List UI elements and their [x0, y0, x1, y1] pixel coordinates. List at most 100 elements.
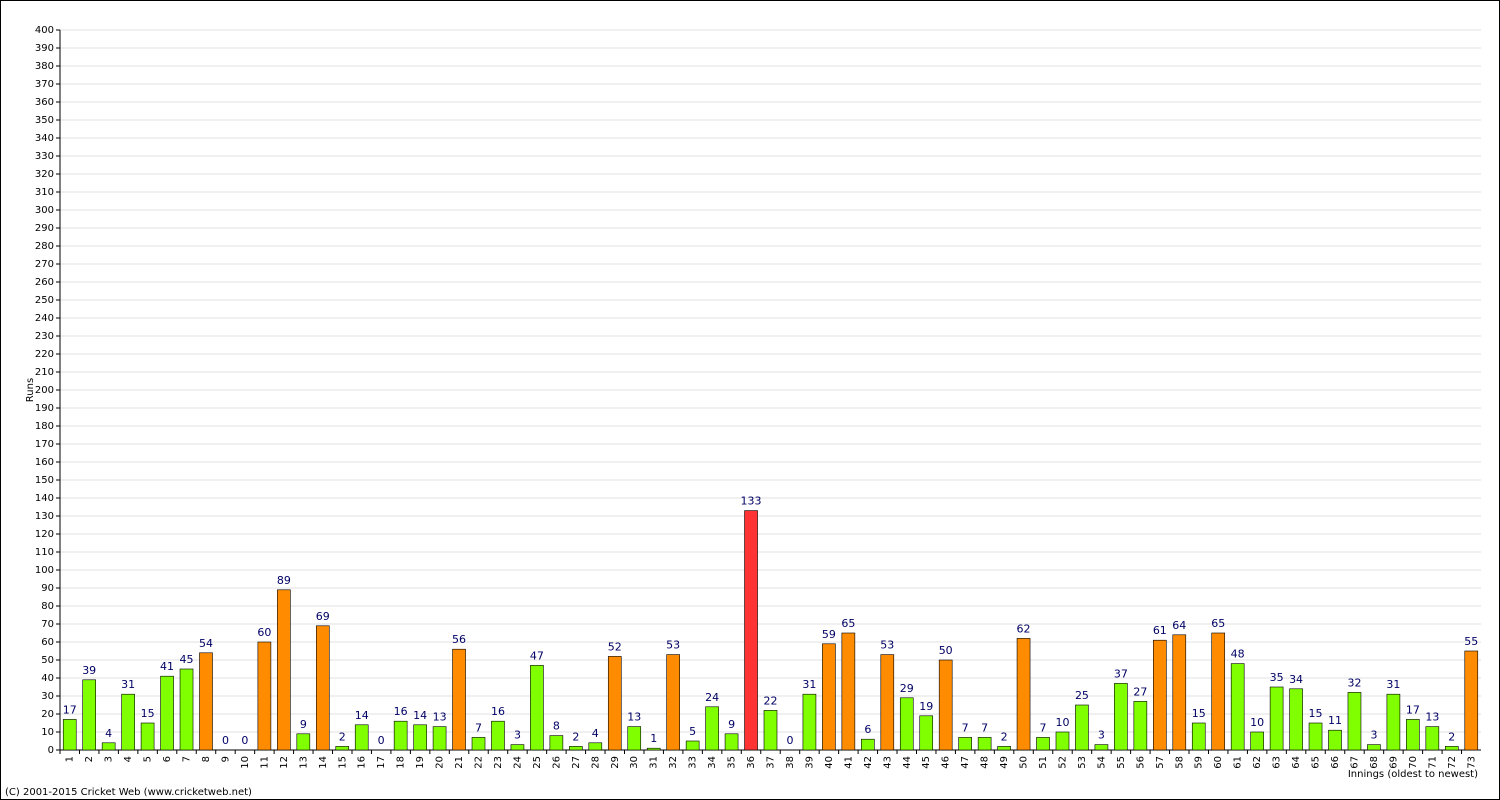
y-tick-label: 120	[35, 529, 54, 540]
x-tick-label: 33	[688, 756, 699, 769]
value-label: 0	[786, 734, 793, 747]
bar	[471, 737, 486, 751]
bar	[82, 679, 96, 751]
y-tick-label: 140	[35, 493, 54, 504]
bar	[393, 720, 408, 751]
bar	[588, 742, 603, 751]
value-label: 65	[1211, 617, 1225, 630]
y-tick-label: 230	[35, 331, 54, 342]
bar	[1406, 719, 1420, 751]
value-label: 7	[475, 721, 482, 734]
x-tick-label: 66	[1330, 756, 1341, 769]
value-label: 56	[452, 633, 466, 646]
value-label: 8	[553, 720, 560, 733]
bar	[1055, 731, 1070, 751]
y-tick-label: 390	[35, 43, 54, 54]
y-tick-label: 170	[35, 439, 54, 450]
value-label: 7	[962, 721, 969, 734]
bar	[354, 724, 369, 751]
value-label: 19	[919, 700, 933, 713]
x-tick-label: 4	[123, 756, 134, 762]
x-tick-label: 22	[474, 756, 485, 769]
x-tick-label: 65	[1311, 756, 1322, 769]
x-tick-label: 54	[1096, 756, 1107, 769]
bar	[938, 659, 953, 751]
bar	[296, 733, 311, 751]
bar	[413, 724, 427, 751]
bar	[802, 693, 817, 751]
value-label: 22	[764, 694, 778, 707]
y-tick-label: 260	[35, 277, 54, 288]
value-label: 10	[1055, 716, 1069, 729]
x-tick-label: 32	[668, 756, 679, 769]
value-label: 31	[1386, 678, 1400, 691]
x-tick-label: 3	[104, 756, 115, 762]
x-tick-label: 20	[435, 756, 446, 769]
value-label: 2	[572, 730, 579, 743]
bar	[919, 715, 934, 751]
value-label: 45	[180, 653, 194, 666]
x-tick-label: 9	[220, 756, 231, 762]
value-label: 15	[141, 707, 155, 720]
bar	[977, 737, 992, 751]
value-label: 3	[1098, 729, 1105, 742]
x-tick-label: 25	[532, 756, 543, 769]
value-label: 16	[491, 705, 505, 718]
value-label: 53	[880, 639, 894, 652]
x-tick-label: 63	[1272, 756, 1283, 769]
bar	[1172, 634, 1187, 751]
value-label: 2	[1001, 730, 1008, 743]
value-label: 31	[802, 678, 816, 691]
bar	[1191, 722, 1206, 751]
y-tick-label: 10	[41, 727, 54, 738]
y-tick-label: 0	[48, 745, 54, 756]
y-tick-label: 60	[41, 637, 54, 648]
x-tick-label: 57	[1155, 756, 1166, 769]
y-tick-label: 380	[35, 61, 54, 72]
x-tick-label: 73	[1466, 756, 1477, 769]
x-tick-label: 6	[162, 756, 173, 762]
value-label: 62	[1017, 622, 1031, 635]
y-axis-title: Runs	[25, 378, 36, 402]
value-label: 16	[394, 705, 408, 718]
value-label: 25	[1075, 689, 1089, 702]
value-label: 39	[82, 664, 96, 677]
value-label: 13	[1425, 711, 1439, 724]
x-tick-label: 27	[571, 756, 582, 769]
bar	[160, 675, 174, 751]
x-tick-label: 59	[1194, 756, 1205, 769]
x-tick-label: 5	[143, 756, 154, 762]
value-label: 37	[1114, 667, 1128, 680]
value-label: 13	[627, 711, 641, 724]
bar	[1308, 722, 1323, 751]
value-label: 6	[864, 723, 871, 736]
x-tick-label: 40	[824, 756, 835, 769]
value-label: 69	[316, 610, 330, 623]
value-label: 48	[1231, 648, 1245, 661]
bar	[627, 726, 642, 751]
y-tick-label: 240	[35, 313, 54, 324]
bar	[1250, 731, 1264, 751]
value-label: 3	[1370, 729, 1377, 742]
x-tick-label: 53	[1077, 756, 1088, 769]
bar	[569, 746, 583, 751]
value-label: 0	[378, 734, 385, 747]
x-tick-label: 58	[1174, 756, 1185, 769]
x-tick-label: 71	[1427, 756, 1438, 769]
x-tick-label: 1	[65, 756, 76, 762]
bar	[861, 738, 875, 751]
x-tick-label: 42	[863, 756, 874, 769]
bar	[1328, 729, 1342, 751]
bar	[997, 746, 1011, 751]
bar	[315, 625, 330, 751]
y-tick-label: 290	[35, 223, 54, 234]
x-tick-label: 52	[1057, 756, 1068, 769]
bar	[1211, 632, 1226, 751]
bar	[335, 746, 350, 751]
y-tick-label: 370	[35, 79, 54, 90]
bar	[1036, 737, 1050, 751]
bar	[179, 668, 194, 751]
y-tick-label: 150	[35, 475, 54, 486]
y-tick-label: 190	[35, 403, 54, 414]
y-tick-label: 50	[41, 655, 54, 666]
